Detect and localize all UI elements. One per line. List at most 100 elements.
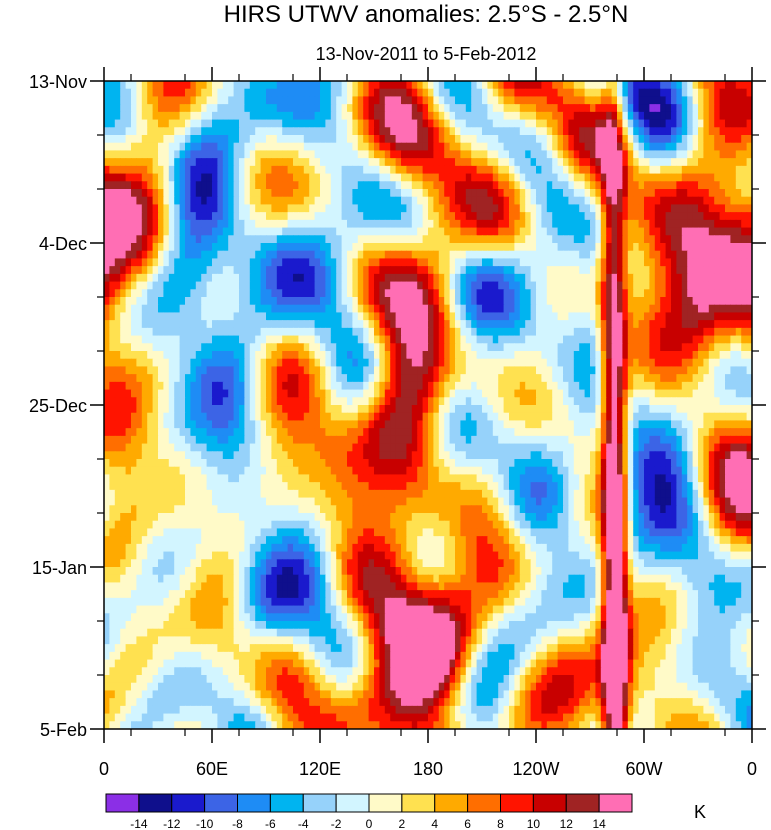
- heat-cell: [600, 219, 607, 229]
- heat-cell: [411, 243, 418, 252]
- heat-cell: [719, 142, 726, 152]
- heat-cell: [590, 127, 596, 136]
- heat-cell: [703, 96, 710, 105]
- heat-cell: [293, 335, 299, 344]
- heat-cell: [109, 304, 116, 314]
- heat-cell: [298, 397, 305, 406]
- heat-cell: [158, 142, 164, 152]
- heat-cell: [455, 235, 461, 244]
- heat-cell: [568, 366, 575, 375]
- heat-cell: [573, 204, 580, 213]
- heat-cell: [282, 142, 289, 152]
- heat-cell: [746, 243, 752, 252]
- heat-cell: [141, 258, 148, 267]
- heat-cell: [401, 312, 407, 321]
- heat-cell: [347, 142, 353, 152]
- heat-cell: [206, 297, 213, 306]
- heat-cell: [233, 204, 240, 213]
- heat-cell: [368, 119, 375, 128]
- heat-cell: [260, 135, 267, 144]
- heat-cell: [519, 250, 526, 260]
- heat-cell: [725, 327, 731, 337]
- heat-cell: [320, 258, 326, 267]
- heat-cell: [498, 227, 505, 236]
- heat-cell: [460, 289, 467, 298]
- heat-cell: [255, 204, 262, 213]
- heat-cell: [266, 266, 272, 275]
- heat-cell: [374, 335, 380, 344]
- heat-cell: [681, 189, 688, 198]
- heat-cell: [266, 189, 272, 198]
- heat-cell: [546, 297, 553, 306]
- heat-cell: [195, 135, 202, 144]
- heat-cell: [395, 374, 402, 383]
- heat-cell: [109, 219, 116, 229]
- heat-cell: [233, 397, 240, 406]
- heat-cell: [417, 397, 424, 406]
- heat-cell: [573, 104, 580, 113]
- heat-cell: [465, 127, 472, 136]
- heat-cell: [114, 158, 121, 167]
- heat-cell: [379, 335, 386, 344]
- heat-cell: [552, 158, 559, 167]
- heat-cell: [260, 181, 267, 190]
- heat-cell: [217, 397, 224, 406]
- heat-cell: [239, 189, 245, 198]
- heat-cell: [530, 135, 537, 144]
- heat-cell: [368, 196, 375, 206]
- heat-cell: [325, 119, 332, 128]
- heat-cell: [411, 111, 418, 121]
- heat-cell: [276, 381, 283, 391]
- heat-cell: [131, 312, 137, 321]
- heat-cell: [147, 181, 154, 190]
- heat-cell: [649, 243, 656, 252]
- heat-cell: [741, 219, 748, 229]
- heat-cell: [195, 173, 202, 182]
- heat-cell: [114, 204, 121, 213]
- heat-cell: [552, 289, 559, 298]
- heat-cell: [352, 297, 359, 306]
- heat-cell: [438, 227, 445, 236]
- heat-cell: [438, 219, 445, 229]
- heat-cell: [741, 304, 748, 314]
- heat-cell: [347, 289, 353, 298]
- heat-cell: [665, 196, 672, 206]
- heat-cell: [703, 204, 710, 213]
- heat-cell: [606, 235, 613, 244]
- heat-cell: [347, 366, 353, 375]
- heat-cell: [579, 351, 586, 360]
- heat-cell: [228, 389, 235, 398]
- heat-cell: [611, 297, 618, 306]
- heat-cell: [352, 150, 359, 159]
- heat-cell: [255, 88, 262, 98]
- heat-cell: [352, 158, 359, 167]
- heat-cell: [244, 258, 251, 267]
- heat-cell: [314, 150, 321, 159]
- heat-cell: [671, 312, 677, 321]
- heat-cell: [476, 335, 483, 344]
- heat-cell: [179, 266, 186, 275]
- heat-cell: [611, 304, 618, 314]
- heat-cell: [330, 235, 337, 244]
- heat-cell: [379, 204, 386, 213]
- heat-cell: [671, 127, 677, 136]
- heat-cell: [708, 165, 715, 175]
- heat-cell: [590, 227, 596, 236]
- heat-cell: [152, 88, 159, 98]
- heat-cell: [492, 96, 499, 105]
- heat-cell: [525, 135, 532, 144]
- heat-cell: [692, 158, 699, 167]
- heat-cell: [298, 273, 305, 283]
- heat-cell: [449, 358, 456, 368]
- heat-cell: [633, 351, 640, 360]
- heat-cell: [741, 181, 748, 190]
- heat-cell: [563, 312, 569, 321]
- heat-cell: [660, 212, 667, 221]
- heat-cell: [401, 173, 407, 182]
- heat-cell: [422, 358, 429, 368]
- heat-cell: [444, 135, 451, 144]
- heat-cell: [217, 227, 224, 236]
- heat-cell: [347, 173, 353, 182]
- heat-cell: [638, 227, 645, 236]
- heat-cell: [492, 343, 499, 352]
